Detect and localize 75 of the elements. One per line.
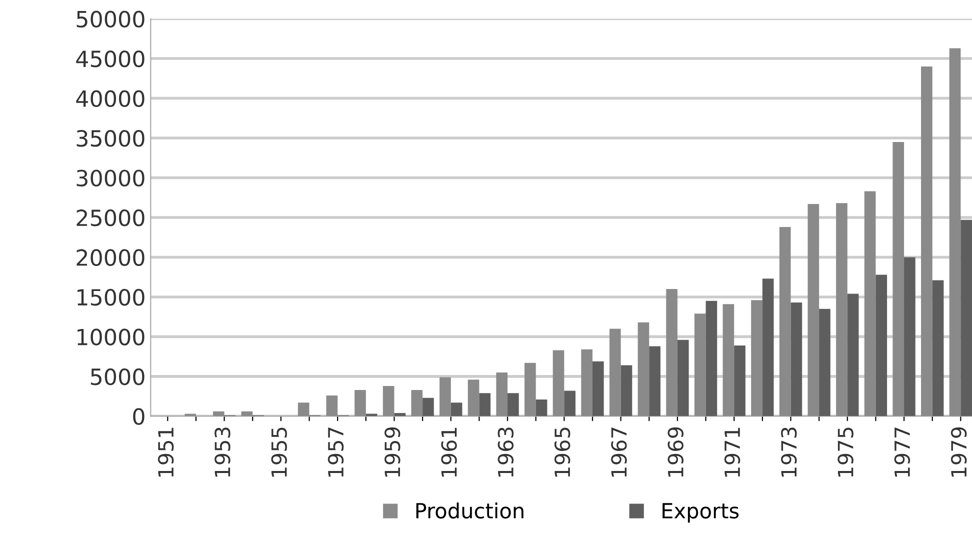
- x-tick-label: 1953: [214, 428, 230, 477]
- x-tick-label: 1971: [724, 428, 740, 477]
- x-tick-label: 1965: [554, 428, 570, 477]
- bar: [921, 66, 932, 416]
- bar: [382, 386, 394, 416]
- bar: [496, 372, 508, 416]
- bar: [609, 328, 621, 416]
- bar: [892, 142, 904, 416]
- bar: [808, 204, 820, 416]
- bar: [592, 361, 604, 416]
- bar: [354, 390, 366, 416]
- x-tick-label: 1959: [384, 427, 400, 477]
- bar: [864, 191, 876, 416]
- bar: [734, 345, 746, 416]
- bar: [479, 393, 491, 416]
- bar: [649, 346, 660, 416]
- y-tick-label: 25000: [76, 209, 144, 226]
- y-tick-label: 15000: [78, 288, 144, 306]
- bar: [241, 411, 253, 416]
- y-tick-label: 5000: [90, 368, 144, 386]
- bar: [949, 48, 961, 416]
- x-tick-label: 1967: [611, 428, 627, 477]
- y-tick-label: 35000: [76, 130, 144, 147]
- legend-label: Exports: [662, 503, 739, 523]
- y-tick-label: 0: [133, 408, 144, 425]
- bar: [847, 294, 859, 416]
- y-tick-label: 50000: [76, 10, 144, 28]
- bar: [326, 396, 338, 416]
- bar: [450, 402, 462, 416]
- x-tick-label: 1951: [158, 428, 174, 477]
- bar: [876, 274, 888, 416]
- bar: [751, 300, 762, 416]
- bar: [762, 278, 774, 416]
- bar: [819, 308, 830, 416]
- bar: [552, 350, 564, 416]
- y-tick-label: 20000: [76, 249, 144, 266]
- bar: [677, 340, 689, 416]
- bar: [394, 412, 406, 416]
- bar: [960, 220, 972, 416]
- bar: [212, 411, 224, 416]
- bar: [779, 227, 791, 416]
- x-tick-label: 1955: [271, 428, 287, 477]
- x-tick-label: 1963: [498, 428, 514, 477]
- bar: [932, 280, 944, 416]
- bar: [411, 390, 423, 416]
- bar: [904, 257, 916, 416]
- bar: [722, 304, 734, 416]
- bar: [536, 399, 548, 416]
- x-tick-label: 1975: [838, 428, 854, 477]
- bar: [468, 380, 480, 416]
- legend-label: Production: [416, 502, 524, 519]
- bar: [564, 390, 576, 416]
- x-tick-label: 1977: [894, 428, 910, 477]
- bar: [666, 289, 678, 416]
- x-tick-label: 1961: [441, 428, 457, 477]
- bar: [581, 349, 592, 416]
- bar: [790, 302, 802, 416]
- x-tick-label: 1973: [781, 428, 797, 477]
- bar: [706, 300, 718, 416]
- bar: [638, 322, 650, 416]
- x-tick-label: 1969: [668, 427, 684, 477]
- bar: [524, 362, 536, 416]
- bar: [836, 203, 848, 416]
- y-tick-label: 10000: [78, 328, 144, 346]
- bar: [694, 314, 706, 416]
- bar: [440, 377, 451, 416]
- y-tick-label: 45000: [76, 50, 144, 68]
- bar: [298, 402, 310, 416]
- y-tick-label: 30000: [76, 170, 144, 187]
- y-tick-label: 40000: [76, 90, 144, 108]
- bar: [620, 365, 632, 416]
- x-tick-label: 1979: [950, 427, 967, 477]
- bar: [508, 393, 519, 416]
- bar: [422, 398, 434, 416]
- x-tick-label: 1957: [328, 428, 344, 477]
